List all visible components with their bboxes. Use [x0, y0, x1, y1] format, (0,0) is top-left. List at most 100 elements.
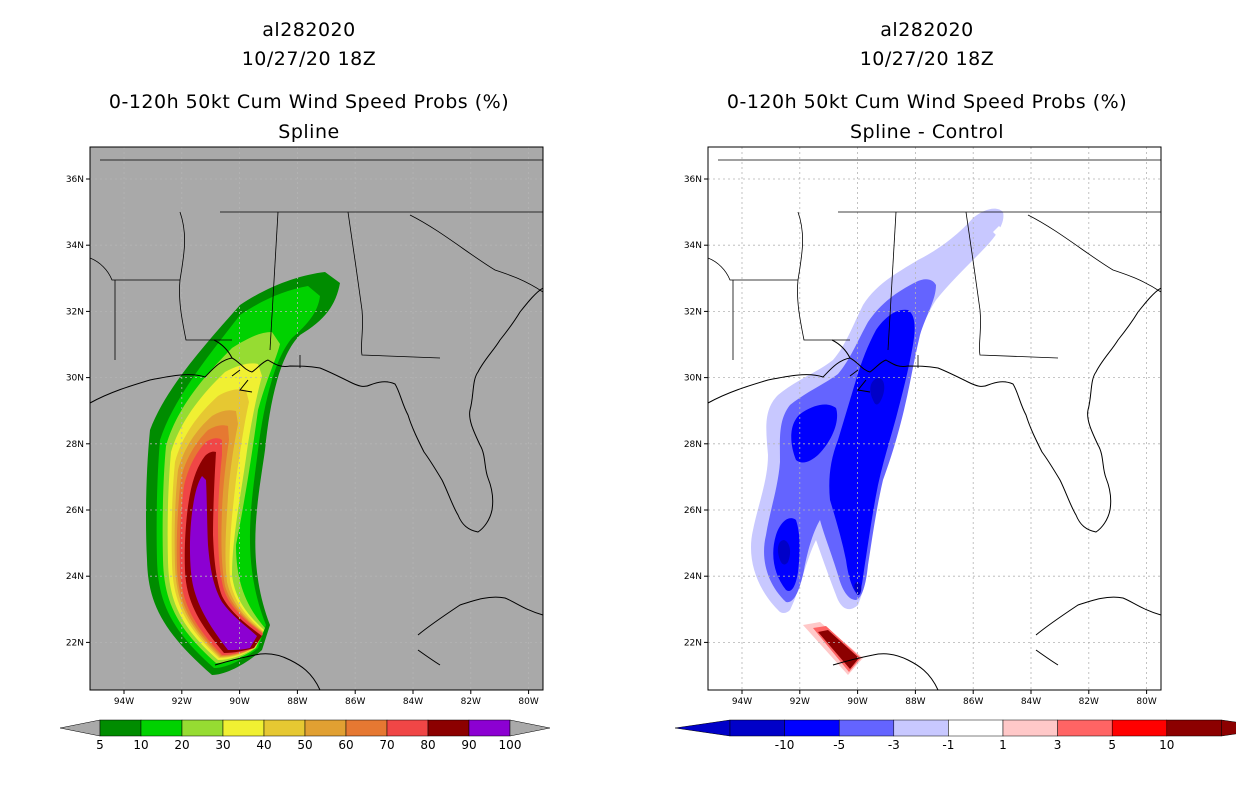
state-borders: [90, 159, 543, 368]
colorbar-label: 80: [420, 738, 435, 752]
product-title: 0-120h 50kt Cum Wind Speed Probs (%): [726, 91, 1128, 113]
colorbar-label: 10: [1159, 738, 1174, 752]
lat-label: 32N: [684, 307, 702, 317]
longitude-labels: 94W 92W 90W 88W 86W 84W 82W 80W: [732, 690, 1157, 707]
datetime: 10/27/20 18Z: [859, 48, 995, 70]
panel-subtitle: Spline - Control: [849, 121, 1005, 143]
louisiana-delta: [213, 339, 253, 393]
colorbar-label: 20: [174, 738, 189, 752]
colorbar-swatch: [386, 719, 429, 737]
lon-label: 86W: [963, 697, 983, 707]
lat-label: 34N: [684, 241, 702, 251]
lat-label: 30N: [684, 374, 702, 384]
border-al-ga: [347, 211, 441, 359]
colorbar-arrow-low: [59, 719, 101, 737]
colorbar-swatch: [893, 719, 949, 737]
colorbar-swatch: [1111, 719, 1168, 737]
colorbar-swatch: [1002, 719, 1058, 737]
colorbar-label: 40: [256, 738, 271, 752]
lat-label: 22N: [684, 638, 702, 648]
colorbar-label: 60: [338, 738, 353, 752]
colorbar-swatch: [304, 719, 347, 737]
lat-label: 26N: [684, 506, 702, 516]
lon-label: 94W: [114, 697, 134, 707]
longitude-labels: 94W 92W 90W 88W 86W 84W 82W 80W: [114, 690, 539, 707]
colorbar-swatch: [468, 719, 511, 737]
colorbar-label: 90: [461, 738, 476, 752]
colorbar-swatch: [181, 719, 224, 737]
gulf-coastline: [708, 287, 1161, 533]
border-ga-sc: [1027, 214, 1161, 293]
colorbar-swatch: [729, 719, 785, 737]
colorbar-swatch: [263, 719, 306, 737]
lat-label: 28N: [66, 440, 84, 450]
right-panel: al282020 10/27/20 18Z 0-120h 50kt Cum Wi…: [618, 0, 1236, 800]
prob-contour-90: [189, 476, 257, 650]
lat-label: 36N: [66, 175, 84, 185]
left-panel: al282020 10/27/20 18Z 0-120h 50kt Cum Wi…: [59, 19, 551, 752]
lat-label: 28N: [684, 440, 702, 450]
lon-label: 90W: [847, 697, 867, 707]
map-frame: [707, 146, 1162, 691]
lat-label: 34N: [66, 241, 84, 251]
border-ar-la: [90, 257, 180, 281]
colorbar-arrow-high: [1221, 719, 1236, 737]
lon-label: 82W: [1079, 697, 1099, 707]
colorbar-swatch: [1057, 719, 1113, 737]
lon-label: 90W: [229, 697, 249, 707]
colorbar-swatch: [948, 719, 1004, 737]
colorbar-swatch: [784, 719, 840, 737]
lat-label: 26N: [66, 506, 84, 516]
colorbar-swatch: [427, 719, 470, 737]
coastlines: [90, 287, 543, 690]
lat-label: 22N: [66, 638, 84, 648]
lat-lon-grid: [708, 147, 1161, 690]
lon-label: 84W: [1021, 697, 1041, 707]
map-frame: [89, 146, 544, 691]
border-ms-river: [179, 211, 232, 341]
border-ar-la: [708, 257, 798, 281]
difference-field: [750, 208, 1005, 675]
colorbar-label: 1: [999, 738, 1007, 752]
latitude-labels: 36N 34N 32N 30N 28N 26N 24N 22N: [684, 175, 708, 648]
lon-label: 82W: [461, 697, 481, 707]
panel-subtitle: Spline: [278, 121, 340, 143]
coastlines: [708, 287, 1161, 690]
state-borders: [708, 159, 1161, 368]
colorbar-label: -5: [833, 738, 845, 752]
latitude-labels: 36N 34N 32N 30N 28N 26N 24N 22N: [66, 175, 90, 648]
colorbar-label: 5: [1108, 738, 1116, 752]
lat-label: 24N: [684, 572, 702, 582]
colorbar-label: 10: [133, 738, 148, 752]
lon-label: 88W: [287, 697, 307, 707]
colorbar-swatch: [345, 719, 388, 737]
colorbar-swatch: [222, 719, 265, 737]
lat-label: 30N: [66, 374, 84, 384]
datetime: 10/27/20 18Z: [241, 48, 377, 70]
colorbar-label: 3: [1054, 738, 1062, 752]
lon-label: 86W: [345, 697, 365, 707]
colorbar-swatch: [1166, 719, 1222, 737]
colorbar-arrow-low: [674, 719, 731, 737]
border-ms-al: [887, 211, 897, 351]
yucatan-coast: [214, 653, 321, 690]
diff-hole: [993, 226, 1005, 238]
border-al-ga: [965, 211, 1059, 359]
lon-label: 94W: [732, 697, 752, 707]
right-map-figure: 36N 34N 32N 30N 28N 26N 24N 22N 94W 92W 90W 88W 86W…: [674, 146, 1236, 752]
lon-label: 80W: [518, 697, 538, 707]
colorbar-label: -10: [775, 738, 795, 752]
lat-label: 36N: [684, 175, 702, 185]
louisiana-delta: [831, 339, 871, 393]
colorbar-label: 70: [379, 738, 394, 752]
diff-contour-plus10: [818, 630, 859, 669]
storm-id: al282020: [880, 19, 974, 41]
probability-colorbar: 5 10 20 30 40 50 60 70 80 90 100: [59, 719, 551, 752]
border-ms-river: [797, 211, 850, 341]
storm-id: al282020: [262, 19, 356, 41]
yucatan-coast: [832, 653, 939, 690]
product-title: 0-120h 50kt Cum Wind Speed Probs (%): [108, 91, 510, 113]
colorbar-label: 30: [215, 738, 230, 752]
diff-contour-minus10: [777, 378, 885, 596]
lat-lon-grid: [90, 147, 543, 690]
